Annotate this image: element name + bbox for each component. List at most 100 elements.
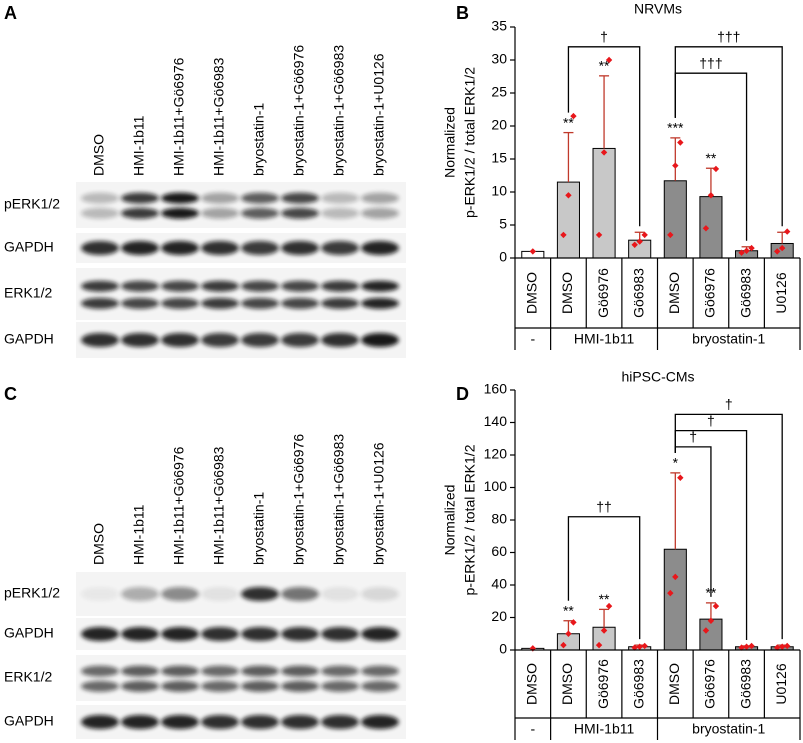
x-tick-label: DMSO — [524, 272, 540, 314]
significance-label: ** — [563, 602, 574, 618]
significance-label: ** — [599, 58, 610, 74]
band — [241, 241, 279, 255]
significance-label: * — [673, 455, 679, 471]
band — [161, 680, 199, 692]
band — [321, 207, 359, 219]
data-point — [560, 641, 567, 649]
data-point — [738, 249, 745, 256]
band — [201, 665, 239, 677]
band — [281, 587, 319, 601]
x-tick-label: Gö6976 — [702, 659, 718, 709]
y-axis-label: p-ERK1/2 / total ERK1/2 — [462, 444, 478, 595]
data-point — [641, 642, 648, 650]
band — [321, 680, 359, 692]
bar — [699, 196, 723, 259]
data-point — [702, 225, 710, 232]
x-tick-label: Gö6983 — [737, 659, 753, 709]
data-point — [641, 231, 648, 239]
band — [361, 587, 399, 601]
lane-label: bryostatin-1 — [251, 103, 267, 176]
band — [121, 333, 159, 347]
data-point — [707, 192, 715, 199]
panel-letter: C — [4, 384, 17, 404]
data-point — [783, 228, 791, 235]
band — [201, 297, 239, 309]
band — [201, 587, 239, 601]
band — [81, 241, 119, 255]
band — [161, 587, 199, 601]
x-tick-label: Gö6976 — [702, 268, 718, 318]
band — [281, 715, 319, 729]
band — [281, 627, 319, 641]
row-label: GAPDH — [4, 713, 54, 729]
panel-letter: A — [4, 3, 17, 23]
data-point — [570, 619, 577, 626]
bar — [663, 180, 687, 259]
band — [201, 241, 239, 255]
blot-strip — [76, 182, 406, 228]
band — [281, 192, 319, 204]
band — [81, 680, 119, 692]
y-tick-label: 40 — [491, 576, 507, 592]
data-point — [677, 139, 684, 146]
band — [241, 192, 279, 204]
data-point — [605, 56, 613, 64]
x-tick-label: Gö6983 — [630, 659, 646, 709]
row-label: GAPDH — [4, 239, 54, 255]
band — [281, 297, 319, 309]
data-point — [605, 602, 613, 610]
comparison-label: † — [689, 429, 697, 445]
band — [161, 192, 199, 204]
band — [281, 333, 319, 347]
band — [161, 333, 199, 347]
data-point — [595, 641, 603, 649]
comparison-bracket — [674, 413, 783, 640]
x-tick-label: Gö6976 — [595, 268, 611, 318]
y-tick-label: 0 — [499, 249, 507, 265]
band — [161, 297, 199, 309]
row-label: GAPDH — [4, 331, 54, 347]
data-point — [712, 602, 720, 610]
data-point — [570, 112, 577, 120]
y-tick-label: 60 — [491, 543, 507, 559]
group-label: - — [530, 331, 535, 347]
data-point — [783, 642, 791, 650]
band — [241, 333, 279, 347]
comparison-label: ††† — [717, 29, 740, 45]
comparison-label: †† — [596, 498, 612, 514]
band — [321, 297, 359, 309]
lane-label: HMI-1b11+Gö6976 — [171, 446, 187, 565]
y-tick-label: 15 — [491, 150, 507, 166]
band — [121, 207, 159, 219]
band — [321, 192, 359, 204]
band — [161, 241, 199, 255]
band — [201, 207, 239, 219]
band — [81, 665, 119, 677]
band — [81, 333, 119, 347]
data-point — [600, 149, 608, 156]
band — [321, 665, 359, 677]
row-label: ERK1/2 — [4, 285, 52, 301]
data-point — [600, 627, 608, 634]
lane-label: HMI-1b11+Gö6976 — [171, 57, 187, 176]
row-label: pERK1/2 — [4, 585, 60, 601]
band — [161, 280, 199, 292]
lane-label: HMI-1b11+Gö6983 — [211, 446, 227, 565]
row-label: ERK1/2 — [4, 669, 52, 685]
row-label: GAPDH — [4, 625, 54, 641]
x-tick-label: U0126 — [773, 272, 789, 313]
data-point — [748, 244, 755, 252]
panel-letter: D — [456, 384, 469, 404]
row-label: pERK1/2 — [4, 196, 60, 212]
band — [361, 680, 399, 692]
data-point — [773, 644, 781, 651]
x-tick-label: DMSO — [666, 272, 682, 314]
data-point — [773, 248, 781, 255]
data-point — [738, 644, 745, 651]
band — [241, 680, 279, 692]
band — [201, 715, 239, 729]
lane-label: DMSO — [91, 134, 107, 176]
significance-label: *** — [667, 120, 684, 136]
band — [241, 280, 279, 292]
